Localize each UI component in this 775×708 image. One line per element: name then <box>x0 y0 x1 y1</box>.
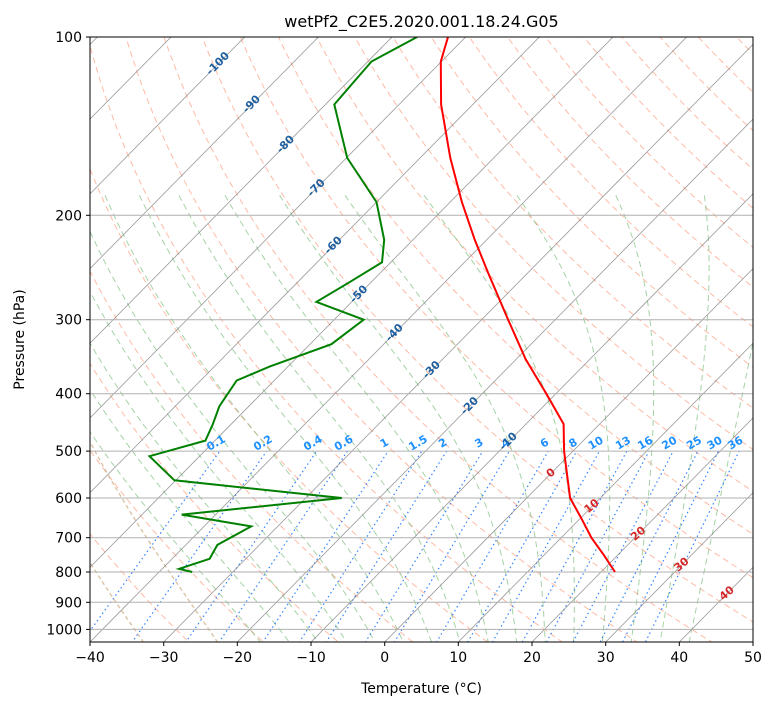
isotherm-line <box>384 268 753 642</box>
dry-adiabat <box>468 37 753 328</box>
mixing-ratio-line <box>644 450 740 642</box>
grid-layer <box>90 37 753 642</box>
y-tick-label: 600 <box>55 491 82 507</box>
x-tick-label: 0 <box>380 650 389 666</box>
dry-adiabat <box>430 37 753 368</box>
chart-title: wetPf2_C2E5.2020.001.18.24.G05 <box>284 12 558 32</box>
isotherm-line <box>163 43 753 642</box>
dry-adiabat <box>506 37 753 288</box>
x-axis-label: Temperature (°C) <box>360 681 482 697</box>
moist-adiabat <box>90 230 376 642</box>
dry-adiabat <box>90 270 414 642</box>
x-axis: −40 −30 −20 −10 0 10 20 30 40 50 <box>75 642 762 666</box>
x-tick-label: −20 <box>223 650 253 666</box>
x-tick-label: −30 <box>149 650 179 666</box>
dry-adiabat <box>125 37 638 642</box>
mixing-ratio-line <box>90 450 221 632</box>
mixing-ratio-line <box>131 450 268 642</box>
mixing-ratio-line <box>435 450 549 642</box>
mixing-ratio-line <box>467 450 578 642</box>
x-tick-label: 50 <box>744 650 762 666</box>
moist-adiabat <box>659 195 710 642</box>
y-axis-label: Pressure (hPa) <box>12 289 28 389</box>
dry-adiabat <box>201 37 753 623</box>
moist-adiabat <box>344 195 546 642</box>
moist-adiabat <box>138 195 433 642</box>
mixing-ratio-line <box>491 450 601 642</box>
x-tick-label: 20 <box>523 650 541 666</box>
mixing-ratio-line <box>599 450 699 642</box>
moist-adiabat <box>90 431 262 642</box>
mixing-ratio-line <box>621 450 719 642</box>
isotherm-line <box>605 492 753 642</box>
y-tick-label: 400 <box>55 387 82 403</box>
dry-adiabat <box>354 37 753 451</box>
mixing-ratio-line <box>185 450 318 642</box>
x-tick-label: 40 <box>670 650 688 666</box>
isotherm-line <box>90 37 540 494</box>
y-tick-label: 1000 <box>46 622 82 638</box>
mixing-ratio-line <box>218 450 348 642</box>
isotherm-line <box>531 417 753 642</box>
x-tick-label: 30 <box>597 650 615 666</box>
y-axis: 100 200 300 400 500 600 700 800 900 1000 <box>46 30 90 638</box>
theta-e-curve <box>90 440 219 642</box>
dry-adiabat <box>90 167 489 642</box>
moist-adiabat <box>224 195 489 642</box>
y-tick-label: 500 <box>55 444 82 460</box>
y-tick-label: 300 <box>55 313 82 329</box>
dewpoint-profile <box>147 37 418 573</box>
mixing-ratio-line <box>364 450 484 642</box>
isotherm-line <box>90 37 688 642</box>
moist-adiabat <box>90 388 290 642</box>
isotherm-line <box>90 37 319 270</box>
x-tick-label: −40 <box>75 650 105 666</box>
moist-adiabat <box>279 195 518 642</box>
moist-adiabat <box>615 195 655 642</box>
moist-adiabat <box>104 195 404 642</box>
y-tick-label: 700 <box>55 531 82 547</box>
isotherm-line <box>90 37 467 419</box>
plot-frame <box>89 36 754 643</box>
x-tick-label: −10 <box>296 650 326 666</box>
dry-adiabat <box>90 533 190 642</box>
dry-adiabat <box>659 37 753 132</box>
isotherm-line <box>90 37 246 195</box>
dry-adiabat <box>163 37 713 642</box>
isotherm-line <box>90 37 614 568</box>
temperature-profile <box>439 37 616 573</box>
x-tick-label: 10 <box>449 650 467 666</box>
dry-adiabat <box>316 37 753 493</box>
y-tick-label: 100 <box>55 30 82 46</box>
series-layer <box>147 37 616 573</box>
y-tick-label: 200 <box>55 208 82 224</box>
moist-adiabat <box>516 195 611 642</box>
isotherm-line <box>310 193 753 642</box>
dry-adiabat <box>90 449 265 642</box>
dry-adiabat <box>392 37 753 409</box>
dry-adiabat <box>621 37 753 170</box>
mixing-ratio-line <box>393 450 510 642</box>
isotherm-line <box>236 118 753 642</box>
isotherm-line <box>457 342 753 642</box>
moist-adiabat <box>90 290 348 642</box>
theta-e-curve <box>90 561 145 642</box>
moist-adiabat <box>90 342 319 642</box>
y-tick-label: 900 <box>55 595 82 611</box>
isotherm-line <box>90 37 393 344</box>
dry-adiabat <box>90 43 564 642</box>
y-tick-label: 800 <box>55 565 82 581</box>
